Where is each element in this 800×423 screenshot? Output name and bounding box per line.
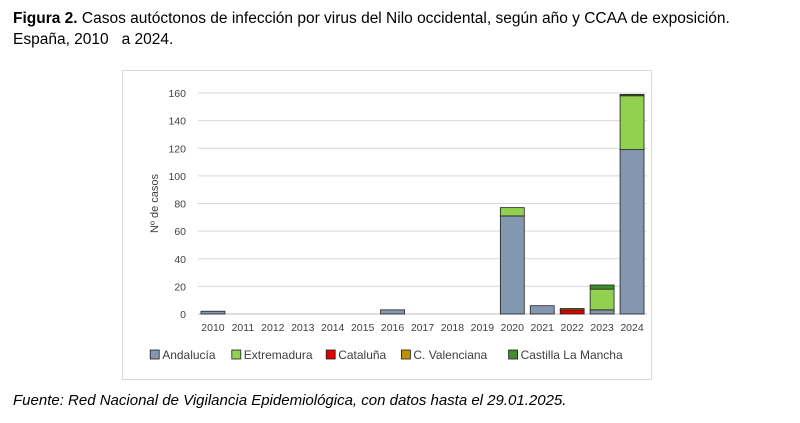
bar-segment xyxy=(499,215,525,315)
y-tick-label: 160 xyxy=(168,88,186,100)
y-tick-label: 100 xyxy=(168,171,186,183)
chart-container: 0 20 40 60 80 100 120 140 160 Nº de casos 2010 2011… xyxy=(122,70,652,380)
y-tick-label: 80 xyxy=(174,199,186,211)
stacked-bar-chart: 0 20 40 60 80 100 120 140 160 Nº de casos 2010 2011… xyxy=(149,88,647,362)
caption-text: Casos autóctonos de infección por virus … xyxy=(77,10,730,27)
bar-segment xyxy=(589,288,615,311)
bars xyxy=(200,93,645,315)
y-tick-label: 120 xyxy=(168,143,186,155)
x-tick-label: 2010 xyxy=(201,322,225,334)
bar-segment xyxy=(559,309,585,315)
x-tick-label: 2018 xyxy=(441,322,465,334)
x-tick-label: 2016 xyxy=(381,322,405,334)
legend-swatch xyxy=(149,349,160,360)
legend-swatch xyxy=(400,349,411,360)
figure-caption: Figura 2. Casos autóctonos de infección … xyxy=(13,8,793,50)
x-tick-label: 2017 xyxy=(411,322,435,334)
y-tick-label: 20 xyxy=(174,281,186,293)
x-tick-label: 2019 xyxy=(471,322,495,334)
caption-label: Figura 2. xyxy=(13,10,78,27)
x-tick-label: 2014 xyxy=(321,322,345,334)
y-tick-label: 0 xyxy=(180,309,186,321)
legend-label: Andalucía xyxy=(162,348,216,362)
legend-label: C. Valenciana xyxy=(413,348,487,362)
x-tick-label: 2012 xyxy=(261,322,285,334)
axes: 0 20 40 60 80 100 120 140 160 Nº de casos 2010 2011… xyxy=(149,88,644,334)
bar-segment xyxy=(380,309,405,315)
y-tick-label: 60 xyxy=(174,226,186,238)
bar-segment xyxy=(200,310,226,315)
bar-segment xyxy=(619,149,645,315)
x-tick-label: 2013 xyxy=(291,322,315,334)
source-note: Fuente: Red Nacional de Vigilancia Epide… xyxy=(13,392,567,409)
x-tick-label: 2011 xyxy=(232,322,255,334)
caption-line2: España, 2010 a 2024. xyxy=(13,31,174,48)
legend-label: Extremadura xyxy=(244,348,313,362)
legend-label: Castilla La Mancha xyxy=(521,348,623,362)
gridlines xyxy=(198,92,647,315)
bar-segment xyxy=(529,305,555,315)
x-tick-label: 2023 xyxy=(590,322,614,334)
legend-label: Cataluña xyxy=(338,348,386,362)
legend-swatch xyxy=(508,349,519,360)
bar-segment xyxy=(619,95,645,151)
x-tick-label: 2015 xyxy=(351,322,375,334)
bar-segment xyxy=(589,309,615,315)
bar-segment xyxy=(559,308,585,311)
bar-segment xyxy=(619,93,645,97)
x-tick-label: 2022 xyxy=(560,322,584,334)
bar-segment xyxy=(499,207,525,217)
y-axis-title: Nº de casos xyxy=(149,173,161,233)
x-tick-label: 2020 xyxy=(501,322,525,334)
bar-segment xyxy=(589,284,615,290)
x-tick-label: 2024 xyxy=(620,322,644,334)
y-tick-label: 40 xyxy=(174,254,186,266)
legend: Andalucía Extremadura Cataluña C. Valencian… xyxy=(149,348,623,362)
x-tick-label: 2021 xyxy=(531,322,555,334)
y-tick-label: 140 xyxy=(168,116,186,128)
legend-swatch xyxy=(325,349,336,360)
legend-swatch xyxy=(231,349,242,360)
